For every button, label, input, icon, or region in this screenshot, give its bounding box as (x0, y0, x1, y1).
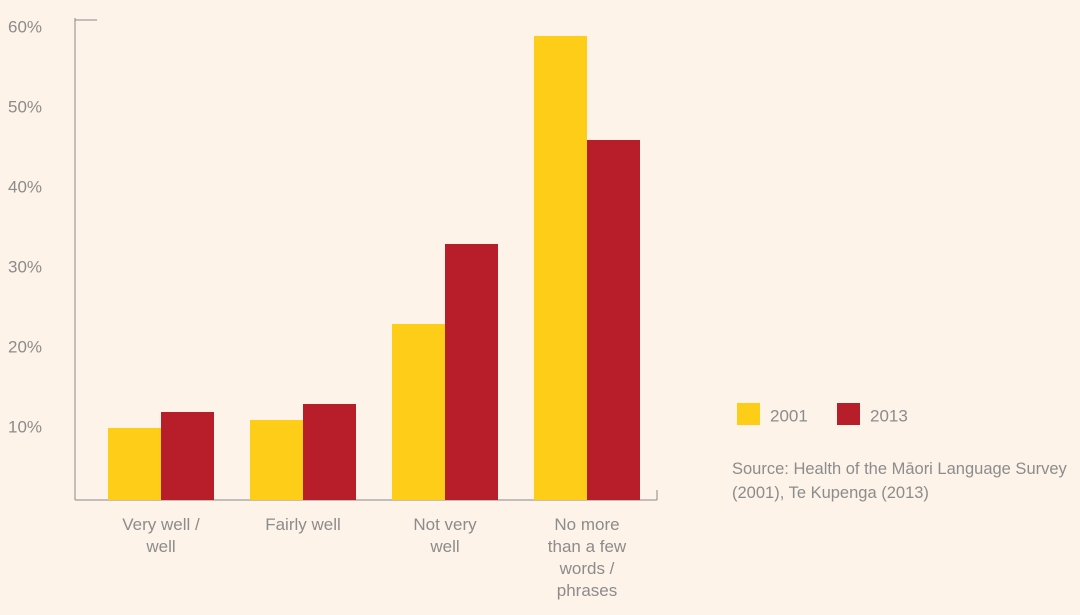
x-tick-label: No more than a few words / phrases (547, 515, 627, 600)
x-tick-label: Very well / well (122, 515, 200, 556)
y-tick-label: 40% (8, 177, 42, 196)
legend-label: 2001 (770, 406, 808, 425)
bar (303, 404, 356, 500)
bar (445, 244, 498, 500)
y-tick-label: 60% (8, 17, 42, 36)
bar (587, 140, 640, 500)
x-tick-label: Not very well (413, 515, 477, 556)
legend-label: 2013 (870, 406, 908, 425)
y-tick-label: 50% (8, 97, 42, 116)
legend-swatch (837, 403, 860, 425)
bar (108, 428, 161, 500)
x-tick-label: Fairly well (265, 515, 341, 534)
bar (534, 36, 587, 500)
y-tick-label: 30% (8, 257, 42, 276)
bar (250, 420, 303, 500)
y-tick-label: 20% (8, 337, 42, 356)
y-tick-label: 10% (8, 417, 42, 436)
bar (392, 324, 445, 500)
source-note: Source: Health of the Māori Language Sur… (732, 460, 1067, 502)
bar (161, 412, 214, 500)
legend-swatch (737, 403, 760, 425)
